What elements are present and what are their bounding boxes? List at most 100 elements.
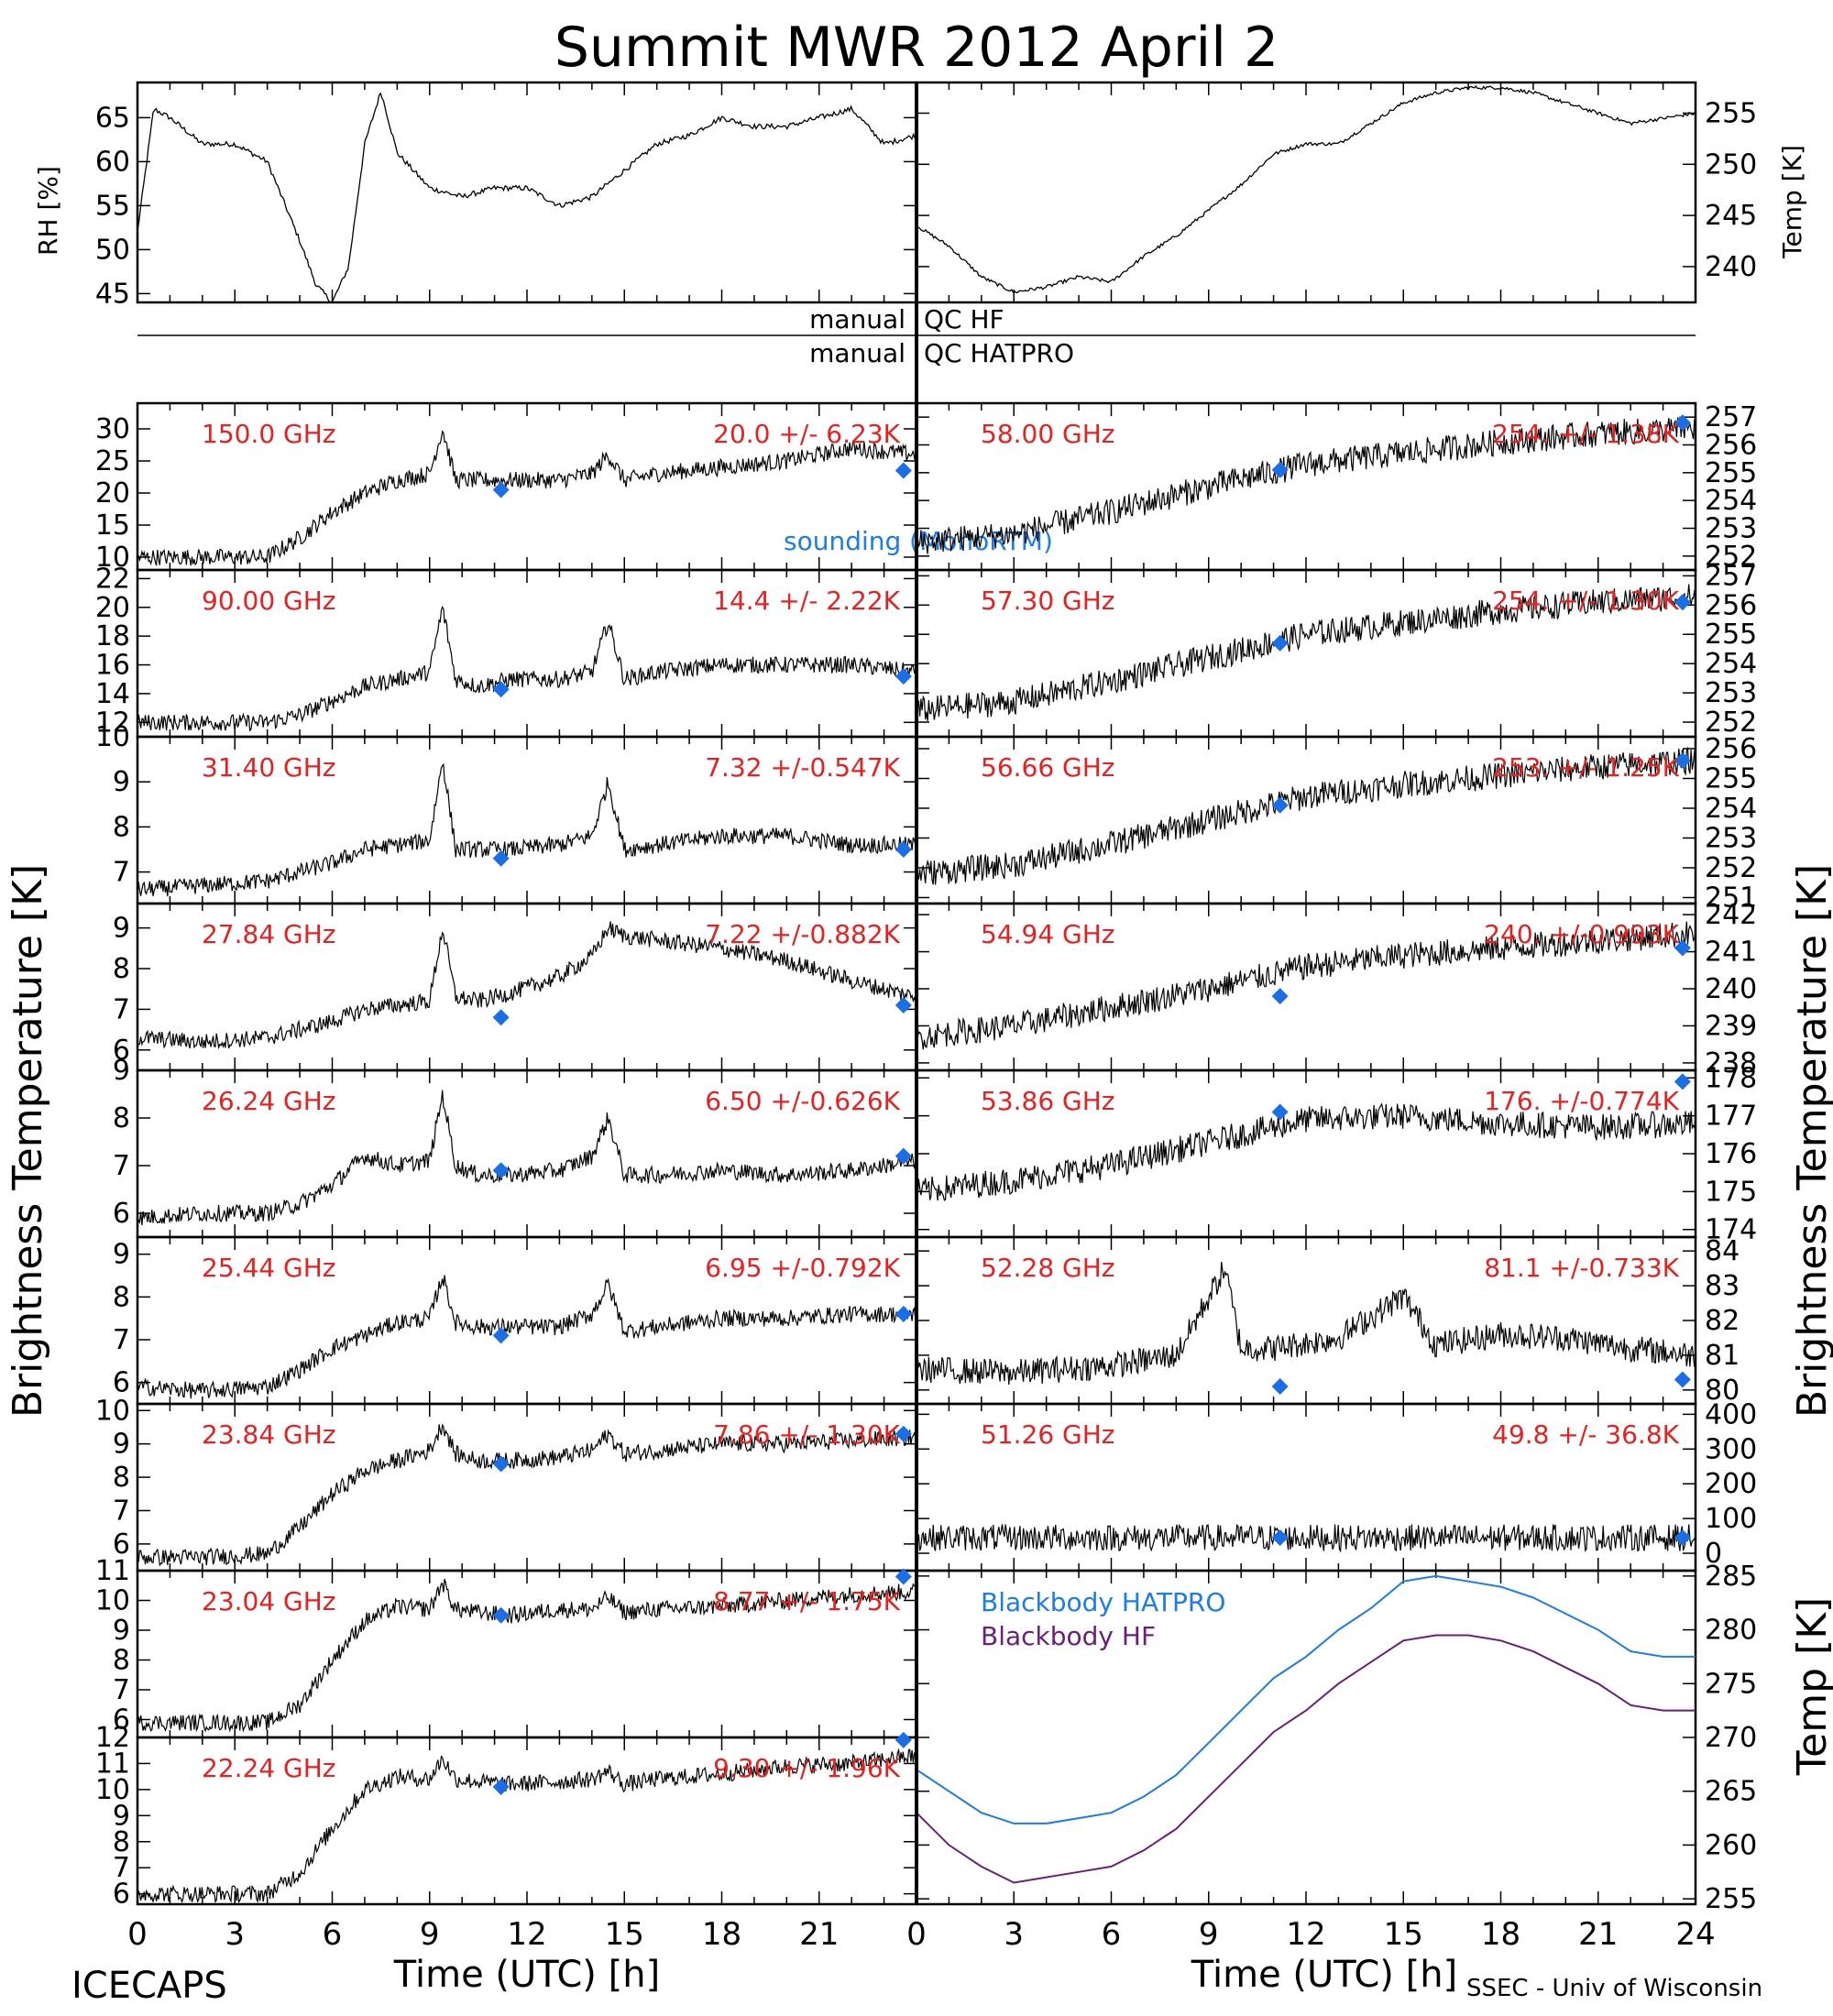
y-tick-label: 240 [1705, 251, 1757, 283]
y-tick-label: 300 [1705, 1433, 1757, 1465]
sounding-point [895, 668, 912, 685]
hatpro-panel-5: 174 175 176 177 178 53.86 GHz 176. +/-0.774K [915, 1062, 1757, 1246]
x-tick-label: 9 [1199, 1916, 1219, 1953]
sounding-point [1674, 414, 1691, 432]
y-tick-label: 10 [95, 1585, 130, 1617]
y-tick-label: 10 [95, 1395, 130, 1427]
stat-label: 6.50 +/-0.626K [705, 1086, 900, 1116]
y-tick-label: 255 [1705, 457, 1757, 489]
stat-label: 254. +/- 1.30K [1492, 586, 1679, 616]
y-tick-label: 175 [1705, 1176, 1757, 1208]
sounding-point [1674, 752, 1691, 769]
y-tick-label: 238 [1705, 1047, 1757, 1079]
y-tick-label: 242 [1705, 899, 1757, 931]
y-tick-label: 65 [95, 102, 130, 134]
hatpro-panel-5-series-line [916, 1102, 1696, 1201]
y-tick-label: 256 [1705, 589, 1757, 621]
y-tick-label: 9 [113, 1800, 130, 1832]
hf-panel-3-series-line [137, 762, 916, 897]
y-tick-label: 7 [113, 1852, 130, 1884]
temp-axis-label-top: Temp [K] [1777, 145, 1807, 259]
hf-panel-6-series-line [137, 1275, 916, 1399]
y-tick-label: 9 [113, 1429, 130, 1461]
surface-temp-panel-frame [915, 81, 1697, 304]
qc-hf-label: QC HF [924, 304, 1004, 334]
chart-title: Summit MWR 2012 April 2 [554, 16, 1279, 80]
stat-label: 7.22 +/-0.882K [705, 919, 900, 949]
y-tick-label: 240 [1705, 973, 1757, 1005]
y-tick-label: 265 [1705, 1776, 1757, 1808]
frequency-label: 90.00 GHz [202, 586, 336, 616]
qc-manual-hatpro: manual [809, 338, 906, 368]
blackbody-hatpro-legend: Blackbody HATPRO [981, 1587, 1225, 1617]
x-tick-label: 24 [1675, 1916, 1715, 1953]
frequency-label: 22.24 GHz [202, 1753, 336, 1783]
y-tick-label: 7 [113, 857, 130, 889]
frequency-label: 54.94 GHz [981, 919, 1115, 949]
sounding-point [1271, 796, 1289, 814]
y-tick-label: 12 [95, 1722, 130, 1754]
y-tick-label: 256 [1705, 733, 1757, 765]
hf-panel-2-series-line [137, 605, 916, 732]
x-tick-label: 12 [507, 1916, 546, 1953]
sounding-point [1674, 1371, 1691, 1388]
y-tick-label: 253 [1705, 513, 1757, 545]
footer-credit: SSEC - Univ of Wisconsin [1466, 1975, 1762, 2002]
y-tick-label: 11 [95, 1748, 130, 1780]
xlabel-right: Time (UTC) [h] [1191, 1954, 1457, 1996]
x-tick-label: 15 [605, 1916, 644, 1953]
y-tick-label: 9 [113, 1615, 130, 1647]
y-tick-label: 45 [95, 278, 130, 310]
hatpro-panel-4-series-line [916, 921, 1696, 1050]
y-tick-label: 285 [1705, 1561, 1757, 1593]
x-tick-label: 0 [906, 1916, 927, 1953]
y-tick-label: 253 [1705, 823, 1757, 855]
hatpro-panel-3-series-line [916, 746, 1696, 885]
y-tick-label: 16 [95, 650, 130, 682]
x-tick-label: 3 [1004, 1916, 1024, 1953]
x-tick-label: 6 [1102, 1916, 1122, 1953]
hf-panel-6: 6 7 8 9 25.44 GHz 6.95 +/-0.792K [113, 1235, 918, 1406]
sounding-point [492, 1779, 510, 1796]
y-tick-label: 81 [1705, 1340, 1740, 1372]
sounding-point [492, 681, 510, 698]
y-tick-label: 250 [1705, 148, 1757, 181]
stat-label: 9.30 +/- 1.96K [713, 1753, 900, 1783]
y-tick-label: 6 [113, 1035, 130, 1067]
y-tick-label: 18 [95, 620, 130, 652]
y-tick-label: 9 [113, 766, 130, 798]
hf-panel-9-series-line [137, 1748, 916, 1904]
stat-label: 8.77 +/- 1.75K [713, 1586, 900, 1616]
y-tick-label: 11 [95, 1555, 130, 1587]
y-tick-label: 241 [1705, 937, 1757, 969]
hf-panel-5-series-line [137, 1090, 916, 1227]
y-tick-label: 6 [113, 1879, 130, 1911]
qc-hatpro-label: QC HATPRO [924, 338, 1074, 368]
sounding-point [895, 1425, 912, 1442]
y-tick-label: 8 [113, 1281, 130, 1313]
y-tick-label: 0 [1705, 1538, 1722, 1570]
y-tick-label: 239 [1705, 1010, 1757, 1042]
y-tick-label: 82 [1705, 1305, 1740, 1337]
y-tick-label: 7 [113, 1674, 130, 1706]
blackbody-hf-legend: Blackbody HF [981, 1621, 1156, 1651]
y-tick-label: 245 [1705, 200, 1757, 232]
frequency-label: 51.26 GHz [981, 1419, 1115, 1450]
rh-panel: 45 50 55 60 65 [95, 81, 918, 310]
y-tick-label: 400 [1705, 1398, 1757, 1430]
stat-label: 253. +/- 1.25K [1492, 752, 1679, 783]
hf-panel-4: 6 7 8 9 27.84 GHz 7.22 +/-0.882K [113, 902, 918, 1072]
sounding-point [895, 1568, 912, 1585]
rh-panel-series-line [137, 92, 916, 302]
y-tick-label: 252 [1705, 852, 1757, 884]
y-tick-label: 7 [113, 993, 130, 1025]
y-tick-label: 8 [113, 1462, 130, 1494]
frequency-label: 150.0 GHz [202, 419, 336, 449]
x-tick-label: 21 [1578, 1916, 1618, 1953]
y-tick-label: 255 [1705, 619, 1757, 651]
y-tick-label: 6 [113, 1198, 130, 1230]
blackbody-panel: 255 260 265 270 275 280 285 [915, 1561, 1757, 1915]
